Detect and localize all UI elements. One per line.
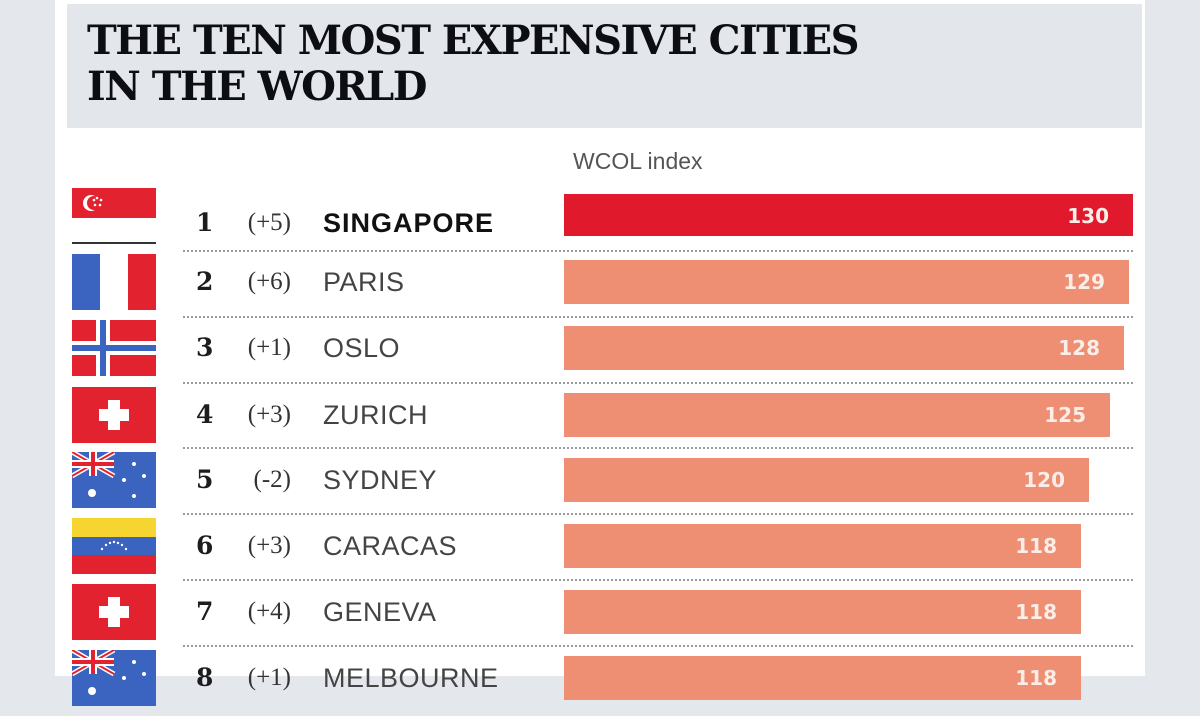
bar-value: 129 xyxy=(1063,270,1105,294)
bar: 118 xyxy=(564,524,1081,568)
norway-flag-icon xyxy=(72,320,156,376)
rank: 5 xyxy=(196,465,214,494)
rank-change: (+1) xyxy=(247,664,291,691)
city-name: GENEVA xyxy=(323,597,437,627)
rank-change: (+5) xyxy=(247,209,291,236)
title-line-1: THE TEN MOST EXPENSIVE CITIES xyxy=(87,17,860,64)
bar: 125 xyxy=(564,393,1110,437)
chart-row: 5 (-2) SYDNEY 120 xyxy=(55,452,1145,518)
city-name: MELBOURNE xyxy=(323,663,499,693)
row-divider xyxy=(183,447,1133,449)
rank-change: (+1) xyxy=(247,334,291,361)
rank-change: (+6) xyxy=(247,268,291,295)
switzerland-flag-icon xyxy=(72,387,156,443)
bar: 128 xyxy=(564,326,1124,370)
singapore-flag-icon xyxy=(72,188,156,218)
bar: 118 xyxy=(564,656,1081,700)
rank-change: (+4) xyxy=(247,598,291,625)
switzerland-flag-icon xyxy=(72,584,156,640)
australia-flag-icon xyxy=(72,452,156,508)
row-divider xyxy=(183,316,1133,318)
chart-row: 1 (+5) SINGAPORE 130 xyxy=(55,188,1145,254)
bar: 130 xyxy=(564,194,1133,236)
bar-value: 128 xyxy=(1058,336,1100,360)
city-name: OSLO xyxy=(323,333,401,363)
rank: 3 xyxy=(196,333,214,362)
rank-change: (-2) xyxy=(253,466,291,493)
infographic-panel: THE TEN MOST EXPENSIVE CITIES IN THE WOR… xyxy=(55,0,1145,706)
bar-value: 125 xyxy=(1044,403,1086,427)
city-name: CARACAS xyxy=(323,531,458,561)
bar-value: 118 xyxy=(1015,600,1057,624)
divider xyxy=(72,242,156,244)
chart-row: 8 (+1) MELBOURNE 118 xyxy=(55,650,1145,716)
rank-change: (+3) xyxy=(247,532,291,559)
row-divider xyxy=(183,645,1133,647)
title-line-2: IN THE WORLD xyxy=(87,63,428,110)
row-divider xyxy=(183,382,1133,384)
bar-value: 118 xyxy=(1015,534,1057,558)
chart-title: THE TEN MOST EXPENSIVE CITIES IN THE WOR… xyxy=(87,17,860,110)
bar: 129 xyxy=(564,260,1129,304)
rank: 8 xyxy=(196,663,214,692)
bar: 120 xyxy=(564,458,1089,502)
rank: 6 xyxy=(196,531,214,560)
chart-row: 3 (+1) OSLO 128 xyxy=(55,320,1145,386)
chart-row: 4 (+3) ZURICH 125 xyxy=(55,387,1145,453)
rank: 7 xyxy=(196,597,214,626)
rank-change: (+3) xyxy=(247,401,291,428)
city-name: SYDNEY xyxy=(323,465,438,495)
row-divider xyxy=(183,579,1133,581)
city-name: SINGAPORE xyxy=(323,208,495,238)
france-flag-icon xyxy=(72,254,156,310)
chart-row: 2 (+6) PARIS 129 xyxy=(55,254,1145,320)
chart-row: 6 (+3) CARACAS 118 xyxy=(55,518,1145,584)
rank: 4 xyxy=(196,400,214,429)
row-divider xyxy=(183,513,1133,515)
bar-value: 120 xyxy=(1023,468,1065,492)
bar-value: 130 xyxy=(1067,204,1109,228)
venezuela-flag-icon xyxy=(72,518,156,574)
row-divider xyxy=(183,250,1133,252)
city-name: PARIS xyxy=(323,267,405,297)
bar: 118 xyxy=(564,590,1081,634)
city-name: ZURICH xyxy=(323,400,428,430)
australia-flag-icon xyxy=(72,650,156,706)
title-banner: THE TEN MOST EXPENSIVE CITIES IN THE WOR… xyxy=(67,4,1142,128)
rank: 1 xyxy=(196,208,214,237)
chart-row: 7 (+4) GENEVA 118 xyxy=(55,584,1145,650)
bar-value: 118 xyxy=(1015,666,1057,690)
axis-label: WCOL index xyxy=(573,148,703,174)
rank: 2 xyxy=(196,267,214,296)
